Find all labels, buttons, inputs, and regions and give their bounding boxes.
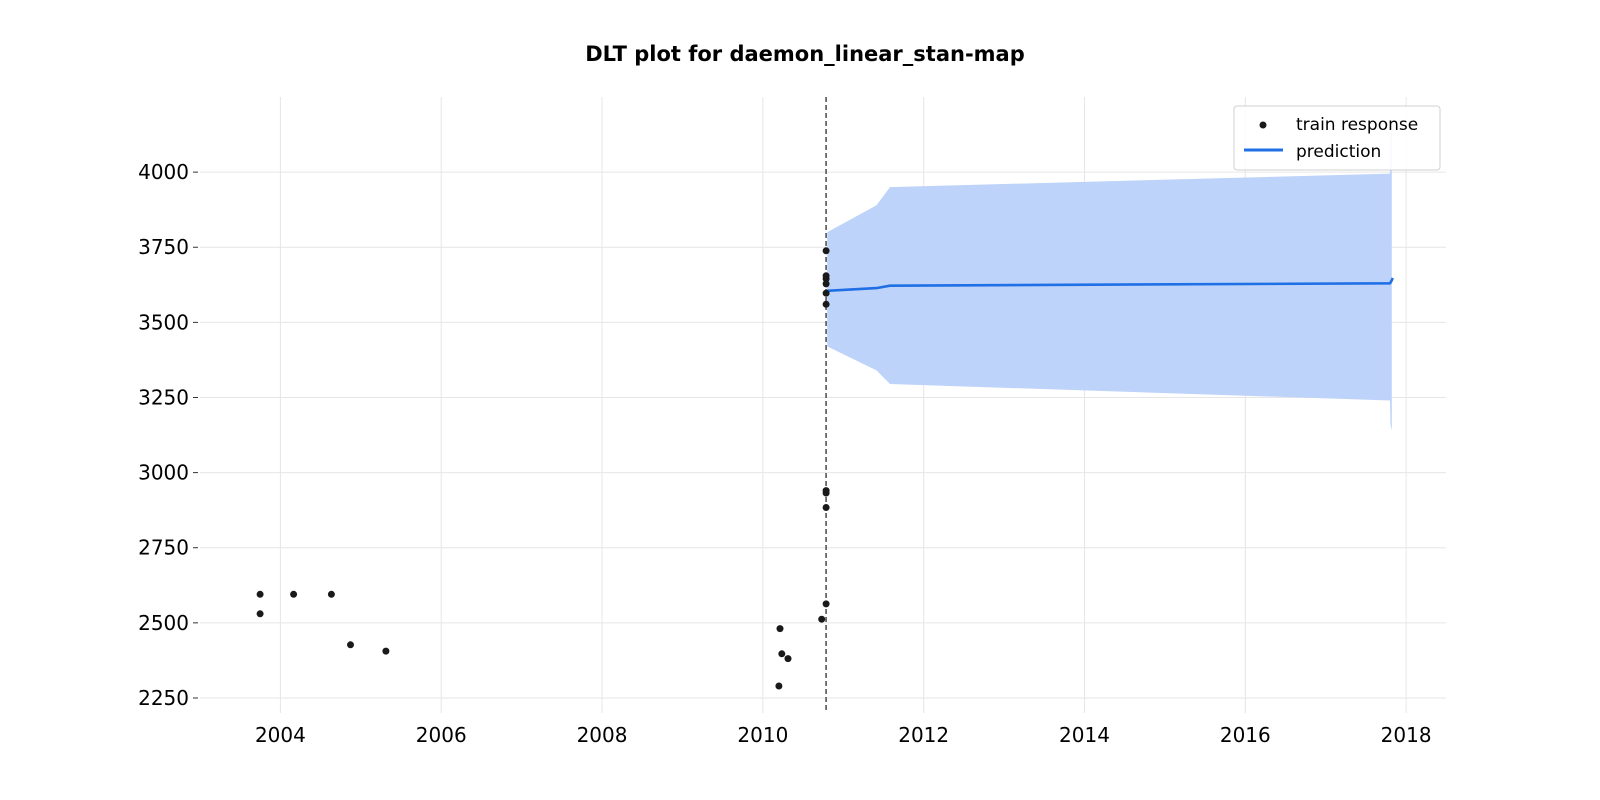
x-tick-label: 2018 <box>1381 723 1432 747</box>
x-tick-label: 2006 <box>416 723 467 747</box>
x-tick-label: 2004 <box>255 723 306 747</box>
train-response-point <box>822 280 830 288</box>
train-response-point <box>784 655 792 663</box>
y-tick-label: 2250 <box>138 686 189 710</box>
legend: train response prediction <box>1233 105 1441 171</box>
y-tick-label: 3000 <box>138 461 189 485</box>
prediction-line <box>827 277 1394 293</box>
train-response-point <box>382 647 390 655</box>
train-response-point <box>778 650 786 658</box>
train-response-point <box>775 682 783 690</box>
prediction-interval-band <box>827 127 1392 431</box>
legend-box <box>1233 105 1441 171</box>
y-tick-label: 3500 <box>138 310 189 334</box>
train-response-point <box>290 590 298 598</box>
legend-marker-train-response <box>1259 121 1267 129</box>
train-response-point <box>822 247 830 255</box>
x-tick-label: 2012 <box>898 723 949 747</box>
train-response-point <box>347 641 354 649</box>
chart-title: DLT plot for daemon_linear_stan-map <box>585 42 1025 66</box>
train-response-point <box>818 615 826 623</box>
train-response-point <box>256 590 264 598</box>
train-response-point <box>822 272 830 280</box>
prediction-interval-band-group <box>827 127 1392 431</box>
train-response-points <box>256 247 830 690</box>
train-response-point <box>822 289 830 297</box>
train-response-point <box>822 300 830 308</box>
x-tick-label: 2014 <box>1059 723 1110 747</box>
train-response-point <box>256 610 264 618</box>
legend-label-train-response: train response <box>1296 115 1418 135</box>
y-tick-label: 3250 <box>138 385 189 409</box>
x-tick-label: 2008 <box>577 723 628 747</box>
x-tick-label: 2010 <box>737 723 788 747</box>
y-tick-label: 4000 <box>138 160 189 184</box>
train-response-point <box>327 590 335 598</box>
train-response-point <box>822 600 830 608</box>
legend-label-prediction: prediction <box>1296 142 1381 162</box>
train-response-point <box>822 504 830 511</box>
y-tick-label: 3750 <box>138 235 189 259</box>
x-tick-label: 2016 <box>1220 723 1271 747</box>
train-response-point <box>776 625 784 633</box>
axis-ticks: 2004 2006 2008 2010 2012 2014 2016 2018 2250 2500… <box>138 160 1431 747</box>
y-tick-label: 2750 <box>138 536 189 560</box>
prediction-line-group <box>827 277 1394 293</box>
train-response-point <box>822 487 830 495</box>
y-tick-label: 2500 <box>138 611 189 635</box>
